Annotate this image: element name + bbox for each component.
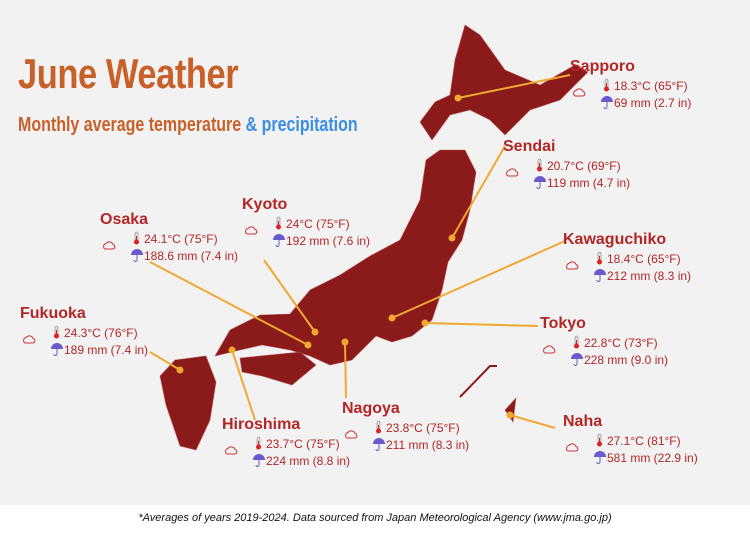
umbrella-icon <box>253 454 265 467</box>
kyushu <box>159 355 217 451</box>
umbrella-icon <box>273 234 285 247</box>
thermometer-icon <box>134 231 139 245</box>
temperature: 18.4°C (65°F) <box>607 252 681 266</box>
leader-line <box>457 74 571 99</box>
temperature: 24°C (75°F) <box>286 217 350 231</box>
umbrella-icon <box>51 343 63 356</box>
precipitation: 212 mm (8.3 in) <box>607 269 692 283</box>
honshu <box>214 149 477 366</box>
thermometer-icon <box>574 335 579 349</box>
leader-line <box>149 261 309 346</box>
city-dot <box>228 346 236 354</box>
leader-line <box>149 351 181 371</box>
city-name: Kyoto <box>242 196 288 213</box>
temperature: 23.8°C (75°F) <box>386 421 460 435</box>
cloud-icon <box>225 446 238 455</box>
city-dot <box>388 314 396 322</box>
cloud-icon <box>23 335 36 344</box>
cloud-icon <box>566 443 579 452</box>
background <box>0 0 750 505</box>
city-dot <box>304 341 312 349</box>
cloud-icon <box>543 345 556 354</box>
city-dot <box>421 319 429 327</box>
precipitation: 192 mm (7.6 in) <box>286 234 371 248</box>
subtitle-main: Monthly average temperature <box>18 114 242 136</box>
title: June Weather <box>18 50 239 97</box>
city-name: Osaka <box>100 211 149 228</box>
city-dot <box>454 94 462 102</box>
map <box>149 24 589 451</box>
precipitation: 119 mm (4.7 in) <box>547 176 631 190</box>
leader-line <box>509 414 556 429</box>
thermometer-icon <box>604 78 609 92</box>
precipitation: 69 mm (2.7 in) <box>614 96 692 110</box>
leader-line <box>231 349 256 421</box>
precipitation: 581 mm (22.9 in) <box>607 451 698 465</box>
thermometer-icon <box>54 325 59 339</box>
city-name: Nagoya <box>342 400 400 417</box>
precipitation: 228 mm (9.0 in) <box>584 353 669 367</box>
city-name: Hiroshima <box>222 416 301 433</box>
temperature: 22.8°C (73°F) <box>584 336 658 350</box>
city-dot <box>506 411 514 419</box>
cloud-icon <box>103 241 116 250</box>
precipitation: 224 mm (8.8 in) <box>266 454 351 468</box>
city-name: Naha <box>563 413 603 430</box>
precipitation: 189 mm (7.4 in) <box>64 343 149 357</box>
cloud-icon <box>506 168 519 177</box>
leader-line <box>263 259 316 333</box>
precipitation: 188.6 mm (7.4 in) <box>144 249 239 263</box>
umbrella-icon <box>534 176 546 189</box>
thermometer-icon <box>276 216 281 230</box>
subtitle: Monthly average temperature & precipitat… <box>18 114 358 137</box>
umbrella-icon <box>131 249 143 262</box>
city-dot <box>341 338 349 346</box>
umbrella-icon <box>594 269 606 282</box>
temperature: 18.3°C (65°F) <box>614 79 688 93</box>
subtitle-accent: & precipitation <box>245 114 358 136</box>
city-dot <box>311 328 319 336</box>
thermometer-icon <box>597 251 602 265</box>
city-name: Sendai <box>503 138 556 155</box>
city-name: Fukuoka <box>20 305 86 322</box>
umbrella-icon <box>571 353 583 366</box>
temperature: 27.1°C (81°F) <box>607 434 681 448</box>
temperature: 20.7°C (69°F) <box>547 159 621 173</box>
hokkaido <box>419 24 589 141</box>
thermometer-icon <box>597 433 602 447</box>
leader-line <box>344 341 347 399</box>
temperature: 24.3°C (76°F) <box>64 326 138 340</box>
city-name: Kawaguchiko <box>563 231 667 248</box>
thermometer-icon <box>256 436 261 450</box>
city-dot <box>448 234 456 242</box>
leader-line <box>424 322 539 327</box>
city-dot <box>176 366 184 374</box>
temperature: 24.1°C (75°F) <box>144 232 218 246</box>
umbrella-icon <box>373 438 385 451</box>
shikoku <box>239 351 317 386</box>
cloud-icon <box>566 261 579 270</box>
precipitation: 211 mm (8.3 in) <box>386 438 470 452</box>
thermometer-icon <box>537 158 542 172</box>
umbrella-icon <box>601 96 613 109</box>
inset-line <box>459 365 497 398</box>
temperature: 23.7°C (75°F) <box>266 437 340 451</box>
leader-line <box>391 240 566 319</box>
footnote: *Averages of years 2019-2024. Data sourc… <box>138 512 612 524</box>
thermometer-icon <box>376 420 381 434</box>
umbrella-icon <box>594 451 606 464</box>
city-name: Sapporo <box>570 58 635 75</box>
cloud-icon <box>245 226 258 235</box>
leader-line <box>451 145 506 239</box>
cloud-icon <box>345 430 358 439</box>
cloud-icon <box>573 88 586 97</box>
city-name: Tokyo <box>540 315 586 332</box>
